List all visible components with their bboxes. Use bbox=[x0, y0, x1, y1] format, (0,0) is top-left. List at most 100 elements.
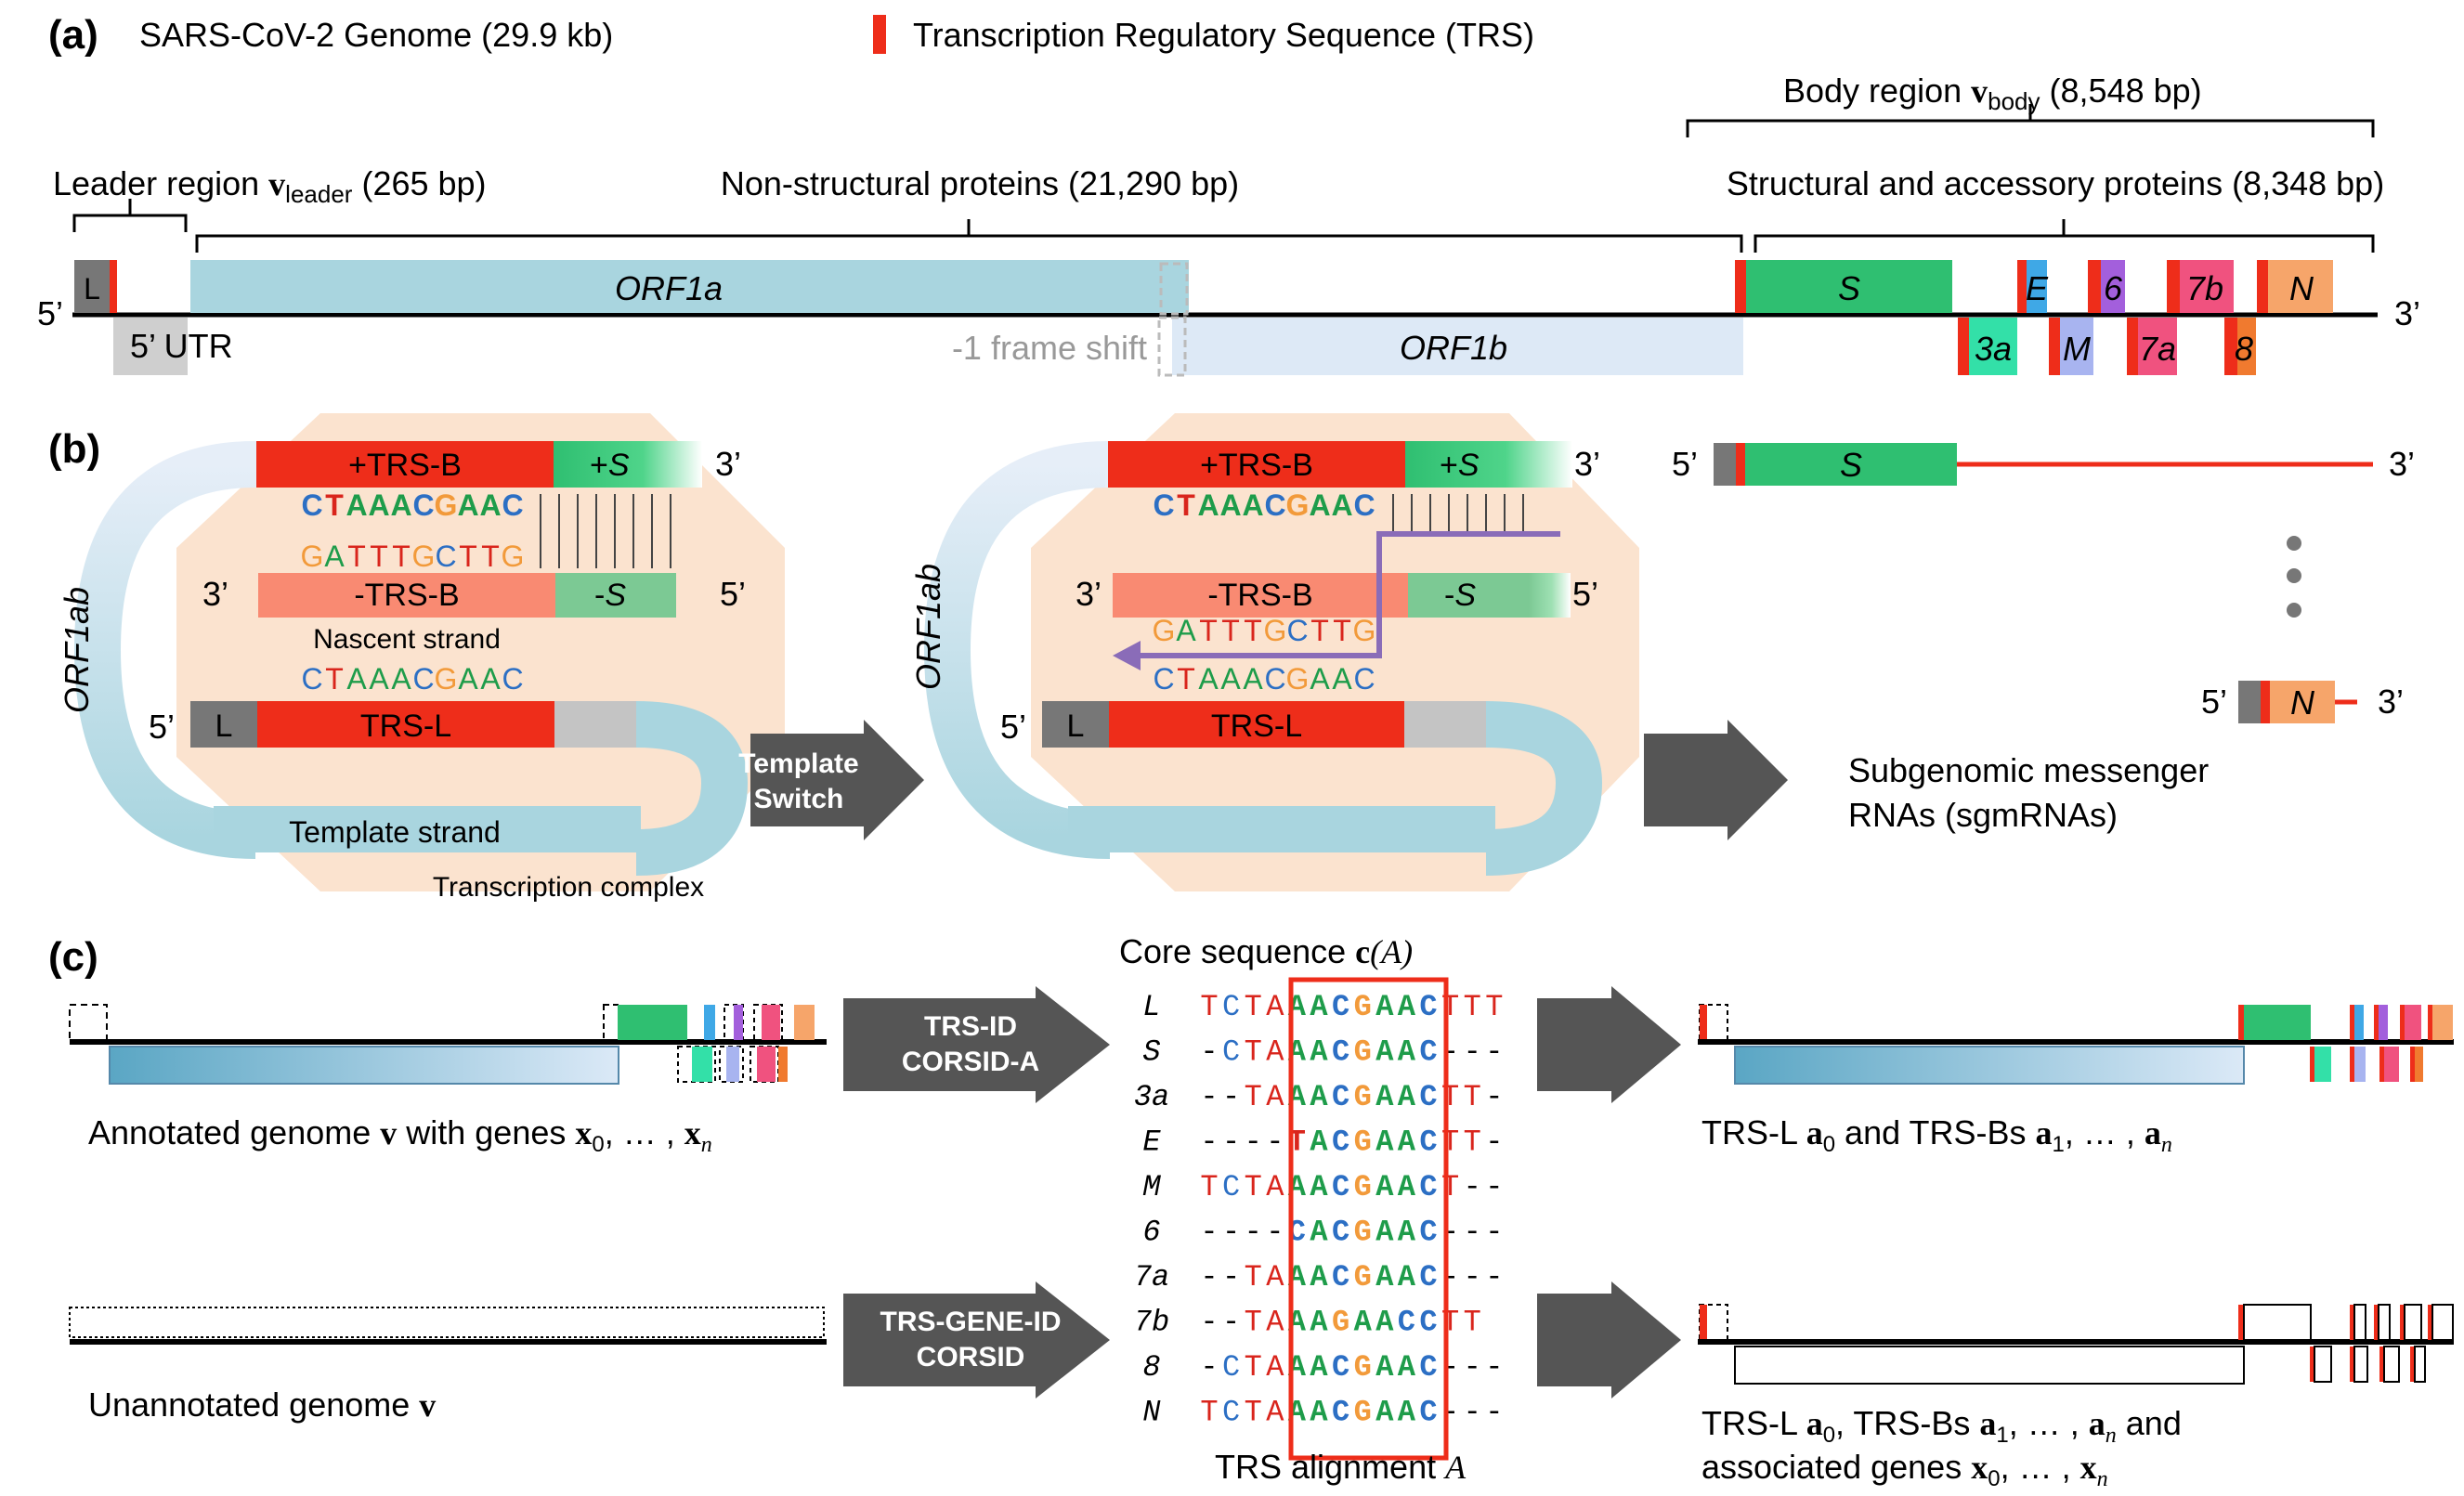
alignment-base: A bbox=[1310, 1260, 1328, 1294]
alignment-row-name: L bbox=[1142, 990, 1160, 1024]
alignment-base: A bbox=[1375, 990, 1394, 1024]
base-letter: G bbox=[301, 540, 324, 573]
out1-trs-3a bbox=[2310, 1047, 2314, 1082]
gene-3a-label: 3a bbox=[1975, 330, 2012, 368]
out2-gene-8 bbox=[2414, 1346, 2426, 1383]
alignment-base: A bbox=[1266, 1035, 1284, 1070]
alignment-base: A bbox=[1310, 1350, 1328, 1385]
alignment-base: G bbox=[1354, 990, 1372, 1024]
alignment-base: C bbox=[1332, 1170, 1349, 1204]
alignment-base: C bbox=[1419, 1125, 1437, 1160]
alignment-row-name: 8 bbox=[1142, 1350, 1160, 1385]
base-letter: G bbox=[435, 662, 458, 696]
alignment-base: A bbox=[1266, 1306, 1284, 1340]
out1-trs-6 bbox=[2374, 1005, 2379, 1040]
sgmrna-label-1: Subgenomic messenger bbox=[1848, 751, 2209, 789]
base-letter: G bbox=[1153, 614, 1176, 647]
gene-6-label: 6 bbox=[2104, 269, 2123, 307]
structural-label: Structural and accessory proteins (8,348… bbox=[1727, 164, 2384, 202]
alignment-base: A bbox=[1398, 1396, 1416, 1430]
base-letter: A bbox=[346, 662, 367, 696]
alignment-base: A bbox=[1310, 1125, 1328, 1160]
alignment-row-name: 7b bbox=[1134, 1306, 1169, 1340]
base-letter: A bbox=[391, 662, 411, 696]
alignment-base: A bbox=[1375, 1396, 1394, 1430]
gene-8-box bbox=[2237, 318, 2256, 375]
out2-gene-7a bbox=[2383, 1346, 2400, 1383]
output-arrow-2 bbox=[1537, 1281, 1681, 1398]
out1-trs-s bbox=[2238, 1005, 2244, 1040]
alignment-base: C bbox=[1419, 1260, 1437, 1294]
alignment-base: A bbox=[1375, 1260, 1394, 1294]
alignment-base: A bbox=[1398, 1350, 1416, 1385]
out1-gene-e bbox=[2354, 1005, 2364, 1040]
alignment-base: C bbox=[1222, 1396, 1240, 1430]
alignment-base: A bbox=[1375, 1035, 1394, 1070]
base-letter: A bbox=[1310, 662, 1330, 696]
alignment-base: T bbox=[1464, 1080, 1481, 1114]
trs-l-5prime-2: 5’ bbox=[1000, 708, 1026, 746]
alignment-base: A bbox=[1398, 1035, 1416, 1070]
alignment-base: - bbox=[1200, 1260, 1218, 1294]
plus-trs-b-2 bbox=[1108, 441, 1405, 488]
plus-s-2 bbox=[1405, 441, 1572, 488]
base-letter: T bbox=[1310, 614, 1329, 647]
trs-l-label-1: TRS-L bbox=[360, 709, 451, 744]
annotated-gene-8 bbox=[778, 1047, 788, 1082]
alignment-base: C bbox=[1419, 1170, 1437, 1204]
base-letter: A bbox=[1220, 662, 1241, 696]
template-switch-label-2: Switch bbox=[754, 784, 844, 814]
gene-7a-box bbox=[2138, 318, 2177, 375]
nascent-strand-arrow bbox=[1128, 531, 1560, 658]
plus-s-label-2: +S bbox=[1440, 448, 1480, 483]
minus-trs-b-2 bbox=[1113, 573, 1408, 618]
base-letter: C bbox=[502, 662, 523, 696]
alignment-base: A bbox=[1266, 990, 1284, 1024]
out2-trs-s bbox=[2238, 1305, 2244, 1340]
out2-gene-7b bbox=[2404, 1304, 2422, 1341]
alignment-base: T bbox=[1485, 990, 1503, 1024]
ellipsis-dot-3 bbox=[2287, 603, 2301, 618]
panel-b-label: (b) bbox=[48, 426, 100, 472]
trs-b-e-mark bbox=[2017, 260, 2027, 313]
out1-gene-7b bbox=[2405, 1005, 2421, 1040]
leader-L-label-1: L bbox=[215, 709, 233, 744]
orf1a-label: ORF1a bbox=[615, 269, 723, 307]
base-letter: A bbox=[369, 662, 389, 696]
alignment-base: - bbox=[1200, 1035, 1218, 1070]
gene-e-label: E bbox=[2026, 269, 2049, 307]
trs-l-5prime-1: 5’ bbox=[149, 708, 175, 746]
annotated-dash-s bbox=[603, 1004, 623, 1041]
template-strand-2 bbox=[1068, 806, 1495, 852]
out2-gene-3a bbox=[2314, 1346, 2332, 1383]
alignment-base: T bbox=[1200, 990, 1218, 1024]
out2-label-line2: associated genes x0, … , xn bbox=[1701, 1448, 2108, 1491]
plus-trs-b-label-1: +TRS-B bbox=[348, 448, 462, 483]
gene-e-box bbox=[2027, 260, 2047, 313]
alignment-base: T bbox=[1245, 1170, 1262, 1204]
sgm-s-5prime: 5’ bbox=[1672, 445, 1698, 483]
alignment-base: C bbox=[1419, 990, 1437, 1024]
gene-m-label: M bbox=[2063, 330, 2091, 368]
alignment-base: A bbox=[1310, 990, 1328, 1024]
leader-region-label: Leader region vleader (265 bp) bbox=[53, 164, 487, 208]
alignment-row-name: M bbox=[1142, 1170, 1161, 1204]
alignment-base: T bbox=[1245, 1350, 1262, 1385]
alignment-base: - bbox=[1485, 1125, 1503, 1160]
sgm-s-trs bbox=[1736, 443, 1745, 486]
alignment-base: - bbox=[1266, 1125, 1284, 1160]
alignment-base: A bbox=[1398, 1260, 1416, 1294]
template-switch-arrow bbox=[750, 720, 924, 840]
base-letter: C bbox=[1153, 488, 1174, 522]
alignment-base: - bbox=[1222, 1260, 1240, 1294]
out2-trs-7b bbox=[2400, 1305, 2405, 1340]
alignment-base: T bbox=[1245, 990, 1262, 1024]
alignment-base: A bbox=[1310, 1080, 1328, 1114]
out1-orf1ab bbox=[1734, 1046, 2245, 1085]
out2-trs-e bbox=[2350, 1305, 2354, 1340]
base-letter: C bbox=[301, 662, 322, 696]
trs-legend-swatch bbox=[873, 15, 886, 54]
out2-trs-l bbox=[1700, 1305, 1707, 1340]
base-letter: T bbox=[370, 540, 388, 573]
